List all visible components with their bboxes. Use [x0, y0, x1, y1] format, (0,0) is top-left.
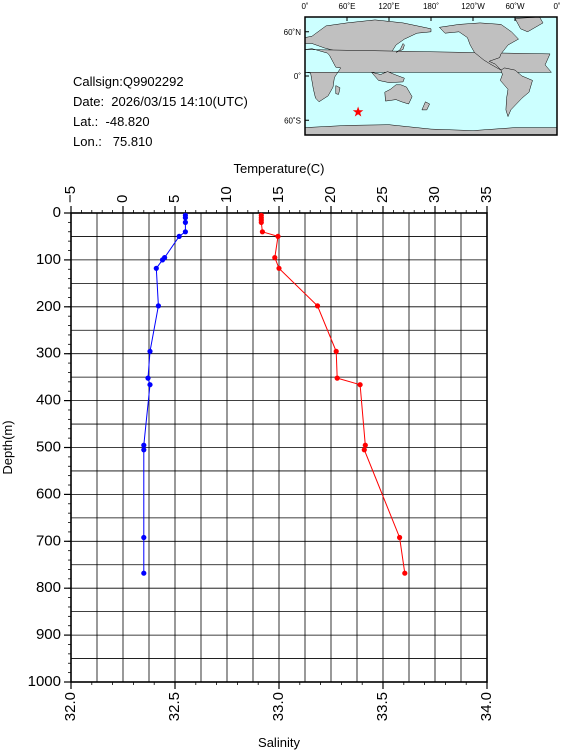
- depth-tick-label: 100: [36, 251, 61, 268]
- salinity-point: [141, 447, 147, 453]
- salinity-tick-label: 33.5: [374, 692, 391, 721]
- map-lat-label: 60˚N: [284, 28, 302, 37]
- temperature-tick-label: 0: [114, 195, 131, 203]
- map-land-4: [500, 67, 533, 118]
- depth-tick-label: 0: [53, 204, 61, 221]
- map-lon-label: 120˚W: [461, 2, 485, 11]
- map-land-7: [395, 43, 405, 53]
- lon-text: Lon.: 75.810: [73, 134, 153, 149]
- callsign-text: Callsign:Q9902292: [73, 74, 184, 89]
- depth-tick-label: 800: [36, 579, 61, 596]
- temperature-point: [314, 303, 321, 309]
- depth-tick-label: 600: [36, 485, 61, 502]
- salinity-axis-title: Salinity: [258, 735, 300, 750]
- map-lon-label: 60˚W: [505, 2, 525, 11]
- temperature-point: [361, 447, 367, 453]
- map-lat-label: 0˚: [294, 72, 301, 81]
- salinity-point: [147, 348, 153, 354]
- salinity-point: [182, 219, 188, 225]
- temperature-tick-label: 20: [322, 186, 339, 203]
- location-map: 0˚ 60˚E 120˚E 180˚ 120˚W 60˚W 0˚ 60˚N 0˚ 60˚S: [284, 2, 561, 136]
- salinity-tick-label: 33.0: [270, 692, 287, 721]
- map-land-8: [335, 85, 341, 95]
- temperature-point: [402, 570, 408, 576]
- map-land-3: [438, 22, 519, 71]
- temperature-point: [272, 255, 278, 261]
- salinity-point: [153, 265, 159, 271]
- temperature-point: [258, 219, 264, 225]
- map-lon-label: 0˚: [301, 2, 308, 11]
- map-lat-label: 60˚S: [284, 116, 301, 125]
- map-lon-label: 180˚: [423, 2, 439, 11]
- temperature-point: [276, 265, 282, 271]
- map-lon-label: 60˚E: [339, 2, 356, 11]
- salinity-point: [141, 534, 147, 541]
- map-land-6: [370, 71, 405, 83]
- temperature-point: [333, 348, 339, 354]
- temperature-tick-label: 5: [166, 195, 183, 203]
- temperature-point: [275, 233, 281, 239]
- depth-tick-label: 500: [36, 438, 61, 455]
- temperature-tick-label: −5: [62, 186, 79, 203]
- map-lon-label: 0˚: [553, 2, 560, 11]
- salinity-point: [176, 233, 182, 239]
- depth-tick-label: 200: [36, 298, 61, 315]
- depth-tick-label: 700: [36, 532, 61, 549]
- depth-axis-title: Depth(m): [0, 420, 15, 474]
- temperature-tick-label: 15: [270, 186, 287, 203]
- temperature-point: [259, 229, 265, 235]
- location-marker-icon: [352, 106, 364, 117]
- salinity-point: [141, 570, 147, 576]
- map-land-2: [384, 84, 413, 105]
- depth-tick-label: 900: [36, 626, 61, 643]
- date-text: Date: 2026/03/15 14:10(UTC): [73, 94, 248, 109]
- temperature-tick-label: 30: [426, 186, 443, 203]
- salinity-point: [141, 442, 147, 448]
- temperature-point: [397, 534, 403, 541]
- salinity-point: [147, 382, 153, 388]
- salinity-tick-label: 32.5: [166, 692, 183, 721]
- temperature-point: [362, 442, 368, 448]
- map-land-9: [421, 101, 430, 111]
- temperature-tick-label: 35: [478, 186, 495, 203]
- salinity-tick-label: 34.0: [478, 692, 495, 721]
- depth-tick-label: 400: [36, 392, 61, 409]
- depth-tick-label: 300: [36, 345, 61, 362]
- map-lon-label: 120˚E: [378, 2, 399, 11]
- salinity-point: [145, 375, 151, 381]
- salinity-profile-line: [143, 215, 186, 574]
- salinity-point: [182, 215, 188, 221]
- temperature-point: [357, 382, 363, 388]
- lat-text: Lat.: -48.820: [73, 114, 150, 129]
- temperature-tick-label: 10: [218, 186, 235, 203]
- temperature-point: [334, 375, 340, 381]
- float-info: Callsign:Q9902292 Date: 2026/03/15 14:10…: [73, 72, 248, 152]
- salinity-point: [155, 303, 161, 309]
- salinity-tick-label: 32.0: [62, 692, 79, 721]
- temperature-axis-title: Temperature(C): [233, 161, 324, 176]
- salinity-point: [159, 257, 166, 263]
- temperature-tick-label: 25: [374, 186, 391, 203]
- depth-tick-label: 1000: [28, 673, 61, 690]
- salinity-point: [182, 229, 188, 235]
